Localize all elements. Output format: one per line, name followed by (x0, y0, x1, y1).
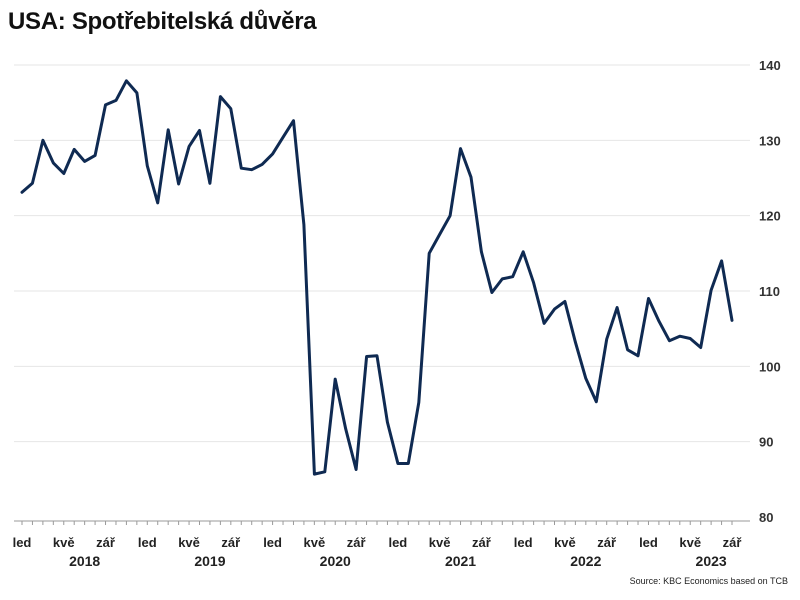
x-tick-label: zář (221, 535, 241, 550)
y-axis-ticks: 80 90 100 110 120 130 140 (759, 58, 781, 525)
series-line (20, 79, 734, 476)
x-tick-label: kvě (679, 535, 701, 550)
y-tick-label: 80 (759, 510, 773, 525)
x-tick-label: zář (96, 535, 116, 550)
y-tick-label: 130 (759, 133, 781, 148)
year-label: 2020 (320, 553, 351, 569)
x-tick-label: zář (597, 535, 617, 550)
y-tick-label: 110 (759, 284, 780, 299)
x-tick-label: kvě (554, 535, 576, 550)
x-tick-label: led (263, 535, 282, 550)
y-tick-label: 120 (759, 209, 781, 224)
source-note: Source: KBC Economics based on TCB (629, 576, 788, 586)
year-label: 2023 (696, 553, 727, 569)
y-tick-label: 90 (759, 435, 773, 450)
x-tick-label: kvě (178, 535, 200, 550)
x-tick-label: zář (723, 535, 743, 550)
x-tick-label: zář (347, 535, 367, 550)
year-labels: 2018 2019 2020 2021 2022 2023 (69, 553, 727, 569)
x-tick-label: led (639, 535, 658, 550)
x-tick-label: led (13, 535, 32, 550)
x-tick-label: kvě (429, 535, 451, 550)
x-tick-label: led (388, 535, 407, 550)
x-axis-ticks: led kvě zář led kvě zář led kvě zář led kvě zář led k… (13, 521, 743, 550)
year-label: 2018 (69, 553, 100, 569)
x-tick-label: zář (472, 535, 492, 550)
x-tick-label: kvě (304, 535, 326, 550)
x-tick-label: led (138, 535, 157, 550)
gridlines (14, 64, 750, 443)
y-tick-label: 140 (759, 58, 781, 73)
year-label: 2021 (445, 553, 476, 569)
x-tick-label: kvě (53, 535, 75, 550)
x-tick-label: led (514, 535, 533, 550)
y-tick-label: 100 (759, 359, 781, 374)
year-label: 2019 (194, 553, 225, 569)
year-label: 2022 (570, 553, 601, 569)
chart-title: USA: Spotřebitelská důvěra (8, 8, 317, 35)
